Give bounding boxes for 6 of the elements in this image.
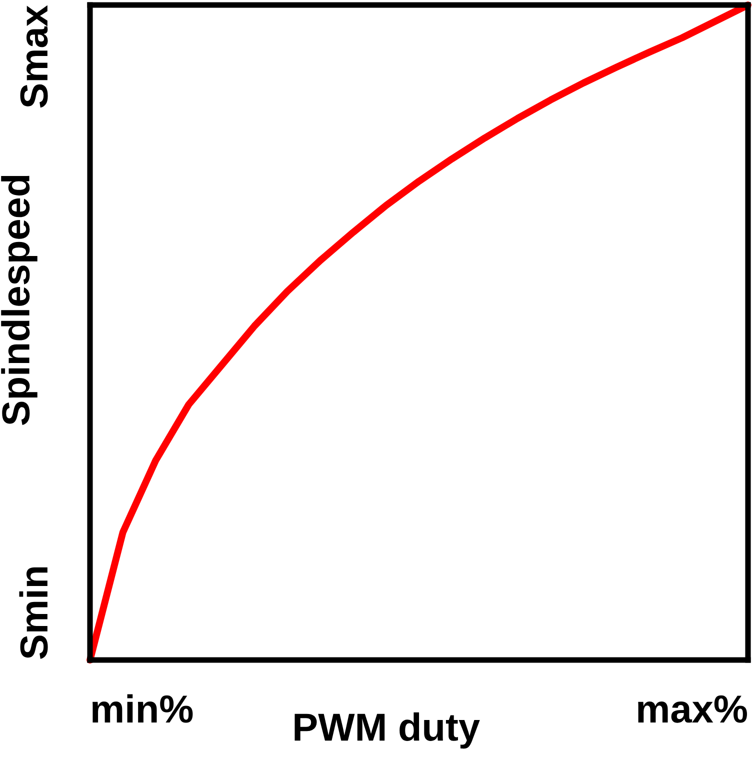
- y-axis-title: Spindlespeed: [1, 176, 38, 426]
- x-axis-title: PWM duty: [294, 712, 480, 749]
- text: Smin: [19, 567, 48, 659]
- text: min%: [92, 694, 193, 723]
- text: Smax: [20, 5, 48, 108]
- text: max%: [638, 695, 747, 723]
